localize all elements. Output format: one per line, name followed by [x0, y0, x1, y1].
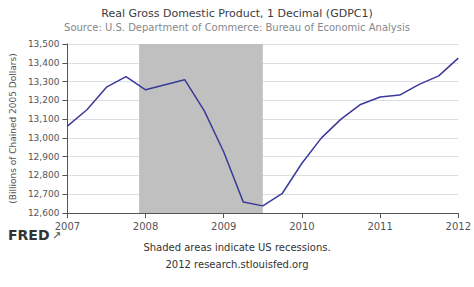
- svg-text:12,800: 12,800: [28, 170, 60, 180]
- svg-text:Shaded areas indicate US reces: Shaded areas indicate US recessions.: [143, 242, 330, 253]
- svg-text:2010: 2010: [289, 221, 314, 232]
- svg-text:2012 research.stlouisfed.org: 2012 research.stlouisfed.org: [165, 259, 308, 270]
- svg-text:Source: U.S. Department of Com: Source: U.S. Department of Commerce: Bur…: [64, 22, 410, 33]
- svg-text:FRED: FRED: [8, 227, 50, 243]
- svg-text:13,300: 13,300: [28, 77, 60, 87]
- svg-text:Real Gross Domestic Product, 1: Real Gross Domestic Product, 1 Decimal (…: [101, 7, 373, 20]
- svg-text:13,200: 13,200: [28, 95, 60, 105]
- svg-text:2011: 2011: [367, 221, 392, 232]
- svg-text:12,600: 12,600: [28, 208, 60, 218]
- svg-text:12,700: 12,700: [28, 189, 60, 199]
- svg-text:13,400: 13,400: [28, 58, 60, 68]
- svg-text:2009: 2009: [211, 221, 236, 232]
- svg-text:(Billions of Chained 2005 Doll: (Billions of Chained 2005 Dollars): [8, 53, 18, 203]
- svg-text:2008: 2008: [133, 221, 158, 232]
- svg-text:13,100: 13,100: [28, 114, 60, 124]
- svg-text:2012: 2012: [446, 221, 471, 232]
- svg-text:13,500: 13,500: [28, 39, 60, 49]
- svg-text:13,000: 13,000: [28, 133, 60, 143]
- svg-text:12,900: 12,900: [28, 152, 60, 162]
- svg-text:2007: 2007: [55, 221, 80, 232]
